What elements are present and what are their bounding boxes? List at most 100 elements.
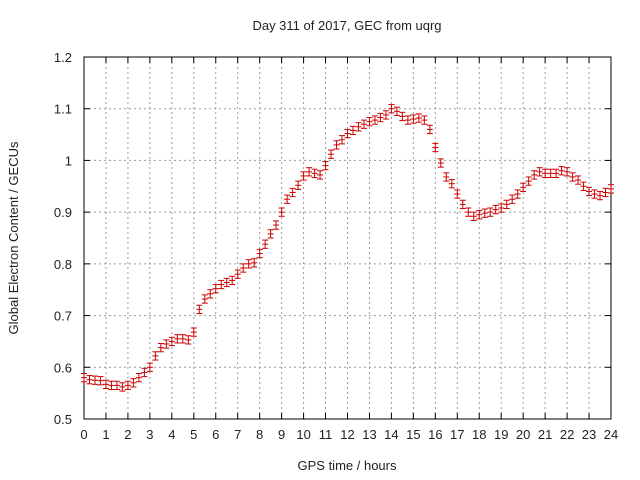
data-point: [404, 115, 411, 125]
x-tick-label: 1: [102, 427, 109, 442]
x-tick-label: 20: [516, 427, 530, 442]
data-point: [558, 166, 565, 176]
data-point: [580, 181, 587, 191]
data-point: [306, 167, 313, 177]
x-axis-label: GPS time / hours: [298, 458, 397, 473]
data-point: [278, 207, 285, 217]
data-point: [371, 115, 378, 125]
data-point: [124, 380, 131, 391]
chart-title: Day 311 of 2017, GEC from uqrg: [252, 18, 441, 33]
data-point: [575, 175, 582, 185]
data-point: [81, 372, 87, 383]
data-point: [289, 187, 296, 198]
data-point: [448, 179, 455, 189]
data-point: [223, 277, 230, 288]
data-point: [443, 172, 450, 182]
data-point: [421, 115, 428, 125]
data-point: [360, 119, 367, 129]
data-point: [410, 114, 417, 124]
data-point: [465, 207, 472, 217]
x-tick-label: 6: [212, 427, 219, 442]
data-point: [349, 125, 356, 136]
data-point: [498, 203, 505, 213]
data-point: [119, 382, 126, 392]
data-point: [185, 335, 192, 345]
data-point: [344, 128, 351, 139]
data-point: [355, 122, 362, 132]
data-point: [317, 170, 324, 180]
x-tick-label: 14: [384, 427, 398, 442]
y-tick-label: 0.8: [54, 257, 72, 272]
data-point: [328, 149, 335, 159]
data-point: [240, 263, 247, 273]
data-point: [130, 378, 137, 388]
data-point: [267, 229, 274, 239]
data-point: [212, 284, 219, 294]
data-point: [586, 186, 593, 197]
data-point: [322, 160, 329, 171]
data-point: [256, 248, 263, 259]
data-point: [190, 327, 197, 337]
data-point: [339, 135, 346, 145]
data-point: [591, 189, 598, 199]
data-point: [388, 104, 395, 114]
data-point: [553, 168, 560, 178]
data-point: [295, 180, 302, 190]
x-tick-label: 2: [124, 427, 131, 442]
data-point: [536, 167, 543, 177]
data-point: [520, 182, 527, 192]
data-point: [284, 194, 291, 204]
data-point: [251, 258, 258, 268]
y-tick-label: 1: [65, 153, 72, 168]
x-tick-label: 5: [190, 427, 197, 442]
x-tick-label: 21: [538, 427, 552, 442]
data-point: [196, 304, 203, 315]
x-tick-label: 12: [340, 427, 354, 442]
data-point: [608, 184, 614, 194]
data-point: [597, 190, 604, 201]
data-point: [509, 194, 516, 204]
x-tick-label: 13: [362, 427, 376, 442]
data-point: [234, 269, 241, 279]
y-tick-label: 0.6: [54, 360, 72, 375]
data-point: [108, 380, 115, 391]
x-tick-label: 9: [278, 427, 285, 442]
x-tick-labels: 0 1 2 3 4 5 6 7 8 9 10 11 12 13 14 15 16 17 18 19 20 21 22 23 24: [80, 427, 618, 442]
y-tick-label: 1.1: [54, 102, 72, 117]
data-point: [113, 380, 120, 391]
data-point: [97, 376, 104, 386]
data-point: [333, 140, 340, 150]
data-point: [481, 208, 488, 218]
data-point: [426, 124, 433, 135]
data-point: [311, 168, 318, 178]
x-tick-label: 7: [234, 427, 241, 442]
data-point: [514, 189, 521, 199]
x-tick-label: 11: [319, 427, 333, 442]
y-tick-label: 1.2: [54, 50, 72, 65]
data-point: [102, 379, 109, 389]
data-point: [262, 239, 269, 249]
data-point: [300, 171, 307, 181]
axis-ticks: [83, 56, 612, 420]
data-point: [273, 220, 280, 230]
data-point: [163, 339, 170, 349]
data-point: [399, 111, 406, 122]
data-point: [207, 289, 214, 299]
x-tick-label: 22: [560, 427, 574, 442]
x-tick-label: 23: [582, 427, 596, 442]
data-point: [179, 334, 186, 344]
x-tick-label: 10: [296, 427, 310, 442]
data-point: [459, 199, 466, 210]
data-point: [168, 336, 175, 347]
data-points: [81, 104, 614, 392]
data-point: [564, 167, 571, 177]
data-point: [146, 362, 153, 372]
data-point: [602, 187, 609, 198]
data-point: [531, 170, 538, 180]
data-point: [135, 372, 142, 383]
data-point: [503, 199, 510, 210]
data-point: [86, 375, 93, 385]
y-tick-labels: 0.5 0.6 0.7 0.8 0.9 1 1.1 1.2: [54, 50, 72, 427]
